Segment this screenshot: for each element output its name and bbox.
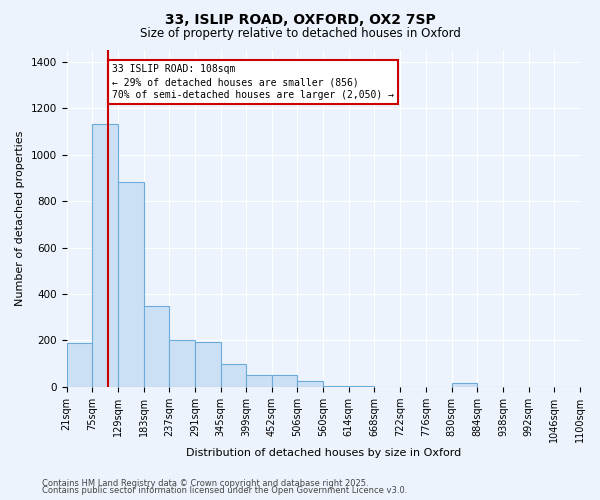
Bar	[221, 364, 247, 387]
Bar	[452, 384, 477, 387]
Bar	[349, 386, 374, 387]
Bar	[67, 343, 92, 387]
Text: 33 ISLIP ROAD: 108sqm
← 29% of detached houses are smaller (856)
70% of semi-det: 33 ISLIP ROAD: 108sqm ← 29% of detached …	[112, 64, 394, 100]
Bar	[298, 381, 323, 387]
Bar	[169, 340, 195, 387]
Bar	[272, 376, 298, 387]
X-axis label: Distribution of detached houses by size in Oxford: Distribution of detached houses by size …	[185, 448, 461, 458]
Bar	[247, 376, 272, 387]
Bar	[195, 342, 221, 387]
Text: Contains HM Land Registry data © Crown copyright and database right 2025.: Contains HM Land Registry data © Crown c…	[42, 478, 368, 488]
Bar	[92, 124, 118, 387]
Text: 33, ISLIP ROAD, OXFORD, OX2 7SP: 33, ISLIP ROAD, OXFORD, OX2 7SP	[164, 12, 436, 26]
Y-axis label: Number of detached properties: Number of detached properties	[15, 131, 25, 306]
Bar	[323, 386, 349, 387]
Bar	[143, 306, 169, 387]
Bar	[118, 182, 143, 387]
Text: Size of property relative to detached houses in Oxford: Size of property relative to detached ho…	[140, 28, 460, 40]
Text: Contains public sector information licensed under the Open Government Licence v3: Contains public sector information licen…	[42, 486, 407, 495]
